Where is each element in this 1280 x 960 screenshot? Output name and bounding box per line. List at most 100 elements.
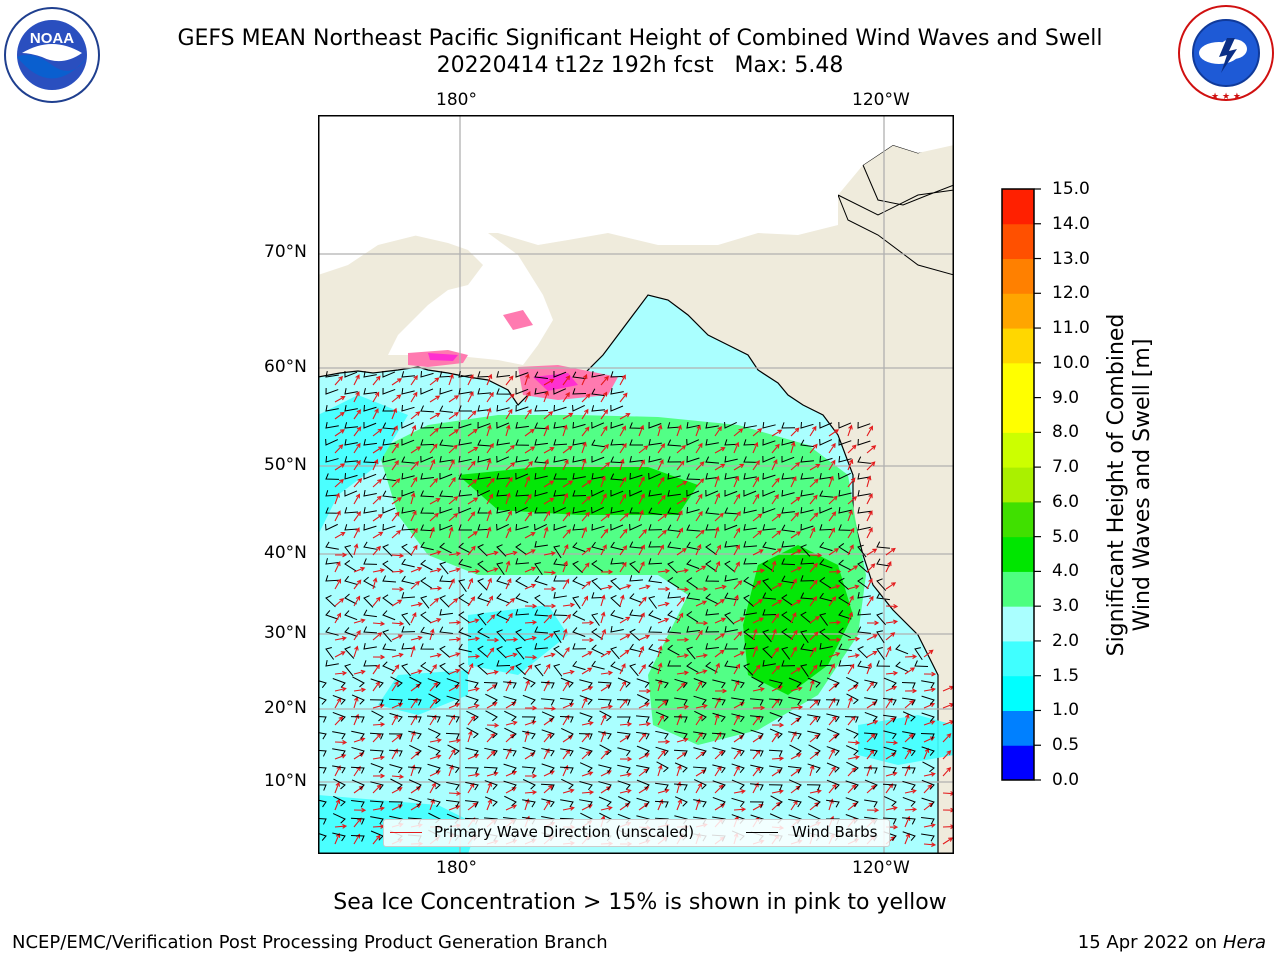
wind-barb <box>750 715 764 723</box>
wind-barb <box>800 523 814 531</box>
wind-barb <box>712 747 726 757</box>
wind-barb <box>401 626 416 633</box>
wave-direction-arrow <box>467 654 481 659</box>
wave-direction-arrow <box>619 788 632 794</box>
wind-barb <box>318 680 327 689</box>
lon-label-bottom-120w: 120°W <box>852 858 910 878</box>
wave-direction-arrow <box>486 407 492 420</box>
wind-barb <box>591 523 605 531</box>
wave-direction-arrow <box>619 392 628 403</box>
wind-barb <box>648 661 662 672</box>
wind-barb <box>883 730 897 740</box>
wind-barb <box>560 697 574 706</box>
wind-barb <box>325 507 340 514</box>
wind-barb <box>503 681 517 689</box>
wind-barb <box>591 644 604 656</box>
wave-direction-arrow <box>771 647 779 658</box>
colorbar-cell <box>1002 362 1034 399</box>
wind-barb <box>371 710 384 722</box>
wind-barb <box>401 558 415 568</box>
wind-barb <box>629 541 643 549</box>
sea-ice-note: Sea Ice Concentration > 15% is shown in … <box>333 890 947 915</box>
wave-direction-arrow <box>353 426 362 437</box>
wave-direction-arrow <box>410 714 418 726</box>
wave-direction-arrow <box>695 600 708 607</box>
wave-direction-arrow <box>429 377 440 386</box>
wind-barb <box>724 489 738 497</box>
wind-barb <box>667 592 681 599</box>
wave-direction-arrow <box>562 702 575 709</box>
wind-barb <box>770 795 783 807</box>
wind-barb <box>446 799 460 808</box>
wind-barb <box>807 677 821 688</box>
wave-direction-arrow <box>771 732 779 743</box>
wind-barb <box>496 506 510 514</box>
wave-direction-arrow <box>942 766 952 777</box>
wind-barb <box>883 697 897 706</box>
wind-barb <box>579 746 593 757</box>
wind-barb <box>629 575 643 582</box>
wind-barb <box>800 490 814 497</box>
wave-direction-arrow <box>486 458 492 471</box>
wind-barb <box>743 628 755 641</box>
wave-direction-arrow <box>600 628 607 641</box>
wind-barb <box>344 627 358 637</box>
wind-barb <box>724 421 737 429</box>
wave-direction-arrow <box>391 748 398 760</box>
wave-direction-arrow <box>733 594 739 607</box>
wind-barb <box>686 506 700 514</box>
wave-direction-arrow <box>866 620 880 626</box>
wind-barb <box>762 524 776 531</box>
wave-direction-arrow <box>391 664 400 675</box>
wave-direction-arrow <box>695 461 705 471</box>
wind-barb <box>420 559 433 571</box>
wind-barb <box>522 766 536 774</box>
wind-barb <box>693 731 707 740</box>
wave-direction-arrow <box>657 714 664 726</box>
wind-barb <box>876 578 887 591</box>
wind-barb <box>553 439 568 446</box>
wind-barb <box>655 746 669 757</box>
wave-direction-arrow <box>923 720 936 726</box>
wind-barb <box>769 765 783 774</box>
wind-barb <box>731 797 745 808</box>
colorbar <box>1001 188 1041 781</box>
wind-barb <box>572 660 586 671</box>
wave-direction-arrow <box>505 770 518 777</box>
wind-barb <box>363 472 377 480</box>
wave-direction-arrow <box>847 424 853 437</box>
wind-barb <box>591 421 605 429</box>
wave-direction-arrow <box>790 427 800 437</box>
wind-barb <box>674 796 688 807</box>
wave-direction-arrow <box>904 807 918 812</box>
wave-direction-arrow <box>676 704 690 710</box>
wave-direction-arrow <box>372 577 378 590</box>
colorbar-cell <box>1002 640 1034 677</box>
wave-direction-arrow <box>695 442 703 454</box>
wind-barb <box>591 506 604 514</box>
wind-barb <box>325 646 335 660</box>
wind-barb <box>857 490 871 497</box>
wind-barb <box>572 439 586 446</box>
wave-direction-arrow <box>372 596 381 607</box>
wind-barb <box>838 421 852 429</box>
wind-barb <box>445 732 460 740</box>
wind-barb <box>401 489 415 497</box>
colorbar-tick-label: 4.0 <box>1052 561 1080 582</box>
wind-barb <box>819 506 833 514</box>
wave-direction-arrow <box>486 637 500 643</box>
wave-direction-arrow <box>695 629 703 641</box>
wave-direction-arrow <box>600 425 608 437</box>
wind-barb <box>427 678 441 688</box>
wind-barb <box>553 663 563 677</box>
wave-direction-arrow <box>676 444 687 454</box>
wind-barb <box>382 473 396 482</box>
wave-direction-arrow <box>372 681 381 692</box>
lon-label-top-120w: 120°W <box>852 90 910 110</box>
wave-direction-arrow <box>581 651 593 658</box>
wind-barb <box>534 663 544 677</box>
wind-barb <box>656 761 669 773</box>
colorbar-cell <box>1002 710 1034 746</box>
colorbar-cell <box>1002 745 1034 781</box>
wind-barb <box>876 558 890 567</box>
